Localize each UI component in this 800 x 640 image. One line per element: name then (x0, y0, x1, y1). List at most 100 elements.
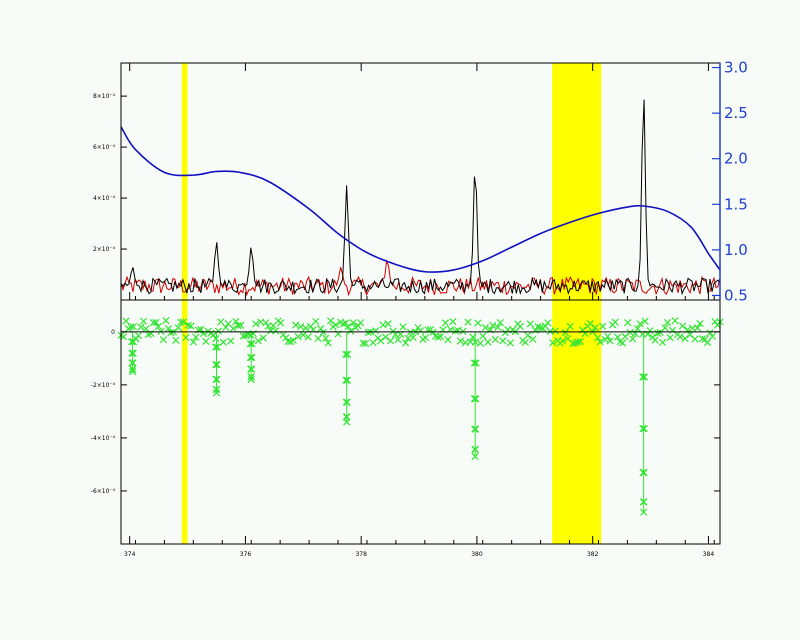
green-marker (327, 317, 335, 325)
green-marker (621, 332, 629, 341)
green-marker (544, 319, 552, 327)
green-marker (676, 333, 684, 341)
green-marker (678, 322, 687, 330)
green-marker (619, 339, 627, 347)
xtick-label: 376 (240, 551, 252, 558)
green-marker (364, 328, 372, 337)
green-marker (189, 338, 198, 346)
xtick-label: 382 (587, 551, 599, 558)
green-marker (262, 319, 270, 327)
bottom-ytick-label: -6×10⁻⁴ (91, 488, 116, 495)
green-marker (476, 339, 485, 347)
green-marker (434, 333, 442, 341)
green-marker (227, 337, 235, 345)
green-marker (484, 338, 492, 346)
green-marker (234, 322, 242, 330)
green-marker (282, 334, 290, 342)
green-marker (152, 318, 160, 327)
green-marker (698, 335, 707, 343)
green-marker (416, 327, 425, 335)
green-marker (177, 318, 185, 326)
green-marker (302, 324, 310, 332)
green-marker (494, 323, 502, 331)
top-ytick-label: 8×10⁻⁴ (93, 93, 116, 100)
top-ytick-label: 2×10⁻⁴ (93, 246, 116, 253)
black-series-line (120, 99, 721, 296)
green-dip-marker (342, 376, 350, 384)
axes: 2×10⁻⁴ 4×10⁻⁴ 6×10⁻⁴ 8×10⁻⁴ 0.5 1.0 1.5 2.0 2.5 3… (91, 59, 748, 558)
green-marker (304, 333, 312, 341)
green-marker (529, 335, 537, 343)
green-marker (586, 319, 594, 328)
green-dip-marker (212, 360, 220, 369)
green-dip-marker (639, 425, 647, 433)
green-dip-marker (246, 340, 254, 348)
green-dip-marker (128, 338, 136, 346)
green-marker (134, 331, 143, 340)
green-marker (624, 318, 632, 327)
green-marker (294, 332, 302, 341)
green-marker (594, 334, 602, 342)
green-marker (342, 319, 350, 327)
highlight-band-1 (181, 63, 188, 544)
green-marker (708, 332, 717, 341)
green-marker (159, 336, 168, 344)
xtick-label: 374 (124, 551, 136, 558)
green-marker (671, 317, 679, 325)
green-marker (277, 319, 285, 327)
top-ytick-label: 4×10⁻⁴ (93, 195, 116, 202)
green-marker (259, 334, 267, 342)
green-dip-marker (248, 353, 256, 362)
green-marker (596, 338, 604, 346)
green-marker (254, 337, 262, 345)
green-dip-marker (472, 395, 480, 403)
green-marker (154, 322, 163, 330)
green-marker (481, 324, 490, 332)
green-marker (361, 339, 370, 348)
green-marker (658, 338, 667, 347)
green-marker (187, 322, 195, 330)
green-dip-marker (129, 349, 137, 357)
green-marker (651, 336, 659, 344)
green-marker (693, 324, 702, 332)
green-marker (322, 334, 330, 342)
xtick-label: 384 (703, 551, 715, 558)
green-marker (456, 337, 465, 345)
green-marker (516, 322, 524, 331)
green-marker (441, 319, 450, 327)
green-marker (576, 337, 584, 346)
plot-frame (120, 62, 721, 545)
green-marker (561, 328, 569, 337)
bottom-ytick-label: 0 (111, 329, 115, 336)
green-marker (401, 339, 410, 347)
right-ytick-label: 1.0 (724, 241, 748, 259)
top-ytick-label: 6×10⁻⁴ (93, 144, 116, 151)
green-dip-marker (639, 508, 648, 516)
green-marker (172, 336, 180, 344)
top-panel-series (120, 99, 721, 297)
green-marker (164, 325, 173, 333)
right-ytick-label: 0.5 (724, 286, 748, 304)
green-marker (219, 338, 227, 346)
green-marker (524, 331, 532, 340)
right-ytick-label: 2.0 (724, 150, 748, 168)
green-marker (611, 318, 619, 326)
green-marker (137, 323, 145, 331)
green-marker (179, 318, 188, 326)
green-marker (139, 317, 148, 325)
green-marker (192, 333, 200, 341)
green-marker (184, 321, 193, 329)
green-marker (356, 319, 365, 327)
green-dip-marker (640, 425, 648, 433)
green-marker (551, 327, 559, 335)
green-marker (451, 327, 460, 335)
green-marker (521, 338, 529, 346)
green-marker (339, 320, 347, 328)
green-marker (559, 337, 567, 345)
xtick-label: 380 (471, 551, 483, 558)
green-marker (272, 327, 280, 335)
green-marker (581, 329, 589, 338)
green-marker (129, 322, 138, 331)
green-marker (182, 333, 190, 342)
